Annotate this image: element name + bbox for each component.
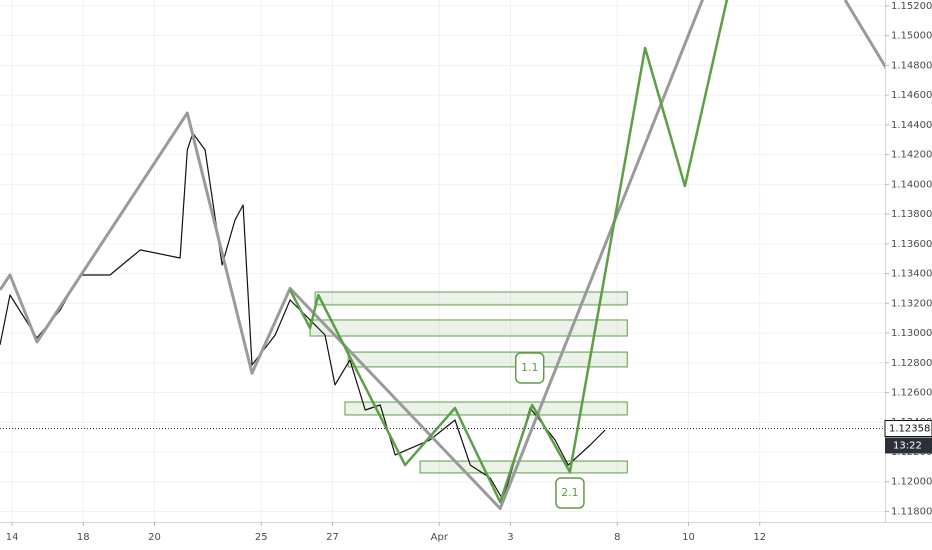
x-tick-label: 20 — [148, 532, 161, 543]
x-tick-label: 27 — [326, 532, 339, 543]
x-tick-label: Apr — [431, 532, 449, 543]
y-tick-label: 1.13400 — [891, 269, 932, 280]
zone — [309, 319, 628, 337]
zone — [419, 460, 628, 474]
y-tick-label: 1.13600 — [891, 239, 932, 250]
series-line — [0, 0, 885, 510]
x-tick-label: 10 — [682, 532, 695, 543]
zone — [347, 351, 628, 368]
y-tick-label: 1.12600 — [891, 388, 932, 399]
x-tick-label: 14 — [6, 532, 19, 543]
callout — [514, 352, 545, 384]
y-tick-label: 1.13200 — [891, 298, 932, 309]
x-tick-label: 25 — [255, 532, 268, 543]
y-tick-label: 1.11800 — [891, 506, 932, 517]
axes: 1.118001.120001.122001.124001.126001.128… — [6, 1, 932, 543]
x-tick-label: 8 — [614, 532, 620, 543]
y-tick-label: 1.14000 — [891, 179, 932, 190]
callout-label: 2.1 — [561, 486, 579, 499]
y-tick-label: 1.13000 — [891, 328, 932, 339]
y-tick-label: 1.14600 — [891, 90, 932, 101]
zone — [344, 401, 628, 416]
y-tick-label: 1.14800 — [891, 60, 932, 71]
y-tick-label: 1.14200 — [891, 150, 932, 161]
callout-label: 1.1 — [521, 361, 539, 374]
y-tick-label: 1.13800 — [891, 209, 932, 220]
y-tick-label: 1.14400 — [891, 120, 932, 131]
zone — [314, 291, 628, 306]
y-tick-label: 1.15000 — [891, 31, 932, 42]
callout — [555, 477, 585, 509]
y-tick-label: 1.12800 — [891, 358, 932, 369]
countdown-label: 13:22 — [893, 440, 922, 451]
x-tick-label: 12 — [753, 532, 766, 543]
grid — [0, 0, 885, 522]
plot-area: 1.1 2.1 — [0, 0, 885, 510]
last-price-badge — [884, 419, 932, 437]
series-line — [288, 0, 729, 504]
last-price-label: 1.12358 — [889, 423, 930, 434]
x-tick-label: 3 — [507, 532, 513, 543]
x-tick-label: 18 — [77, 532, 90, 543]
countdown-badge — [885, 437, 932, 454]
y-tick-label: 1.12000 — [891, 477, 932, 488]
y-tick-label: 1.15200 — [891, 1, 932, 12]
